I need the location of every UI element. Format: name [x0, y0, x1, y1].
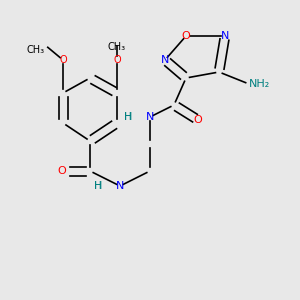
Text: O: O: [194, 115, 202, 125]
Text: NH₂: NH₂: [249, 79, 270, 89]
Text: O: O: [113, 55, 121, 65]
Text: O: O: [182, 31, 190, 41]
Text: N: N: [221, 31, 229, 41]
Text: H: H: [94, 181, 102, 191]
Text: N: N: [146, 112, 154, 122]
Text: N: N: [116, 181, 124, 191]
Text: O: O: [57, 166, 66, 176]
Text: O: O: [59, 55, 67, 65]
Text: CH₃: CH₃: [27, 45, 45, 55]
Text: H: H: [94, 181, 102, 191]
Text: N: N: [161, 55, 169, 65]
Text: H: H: [124, 112, 132, 122]
Text: CH₃: CH₃: [108, 42, 126, 52]
Text: H: H: [124, 112, 132, 122]
